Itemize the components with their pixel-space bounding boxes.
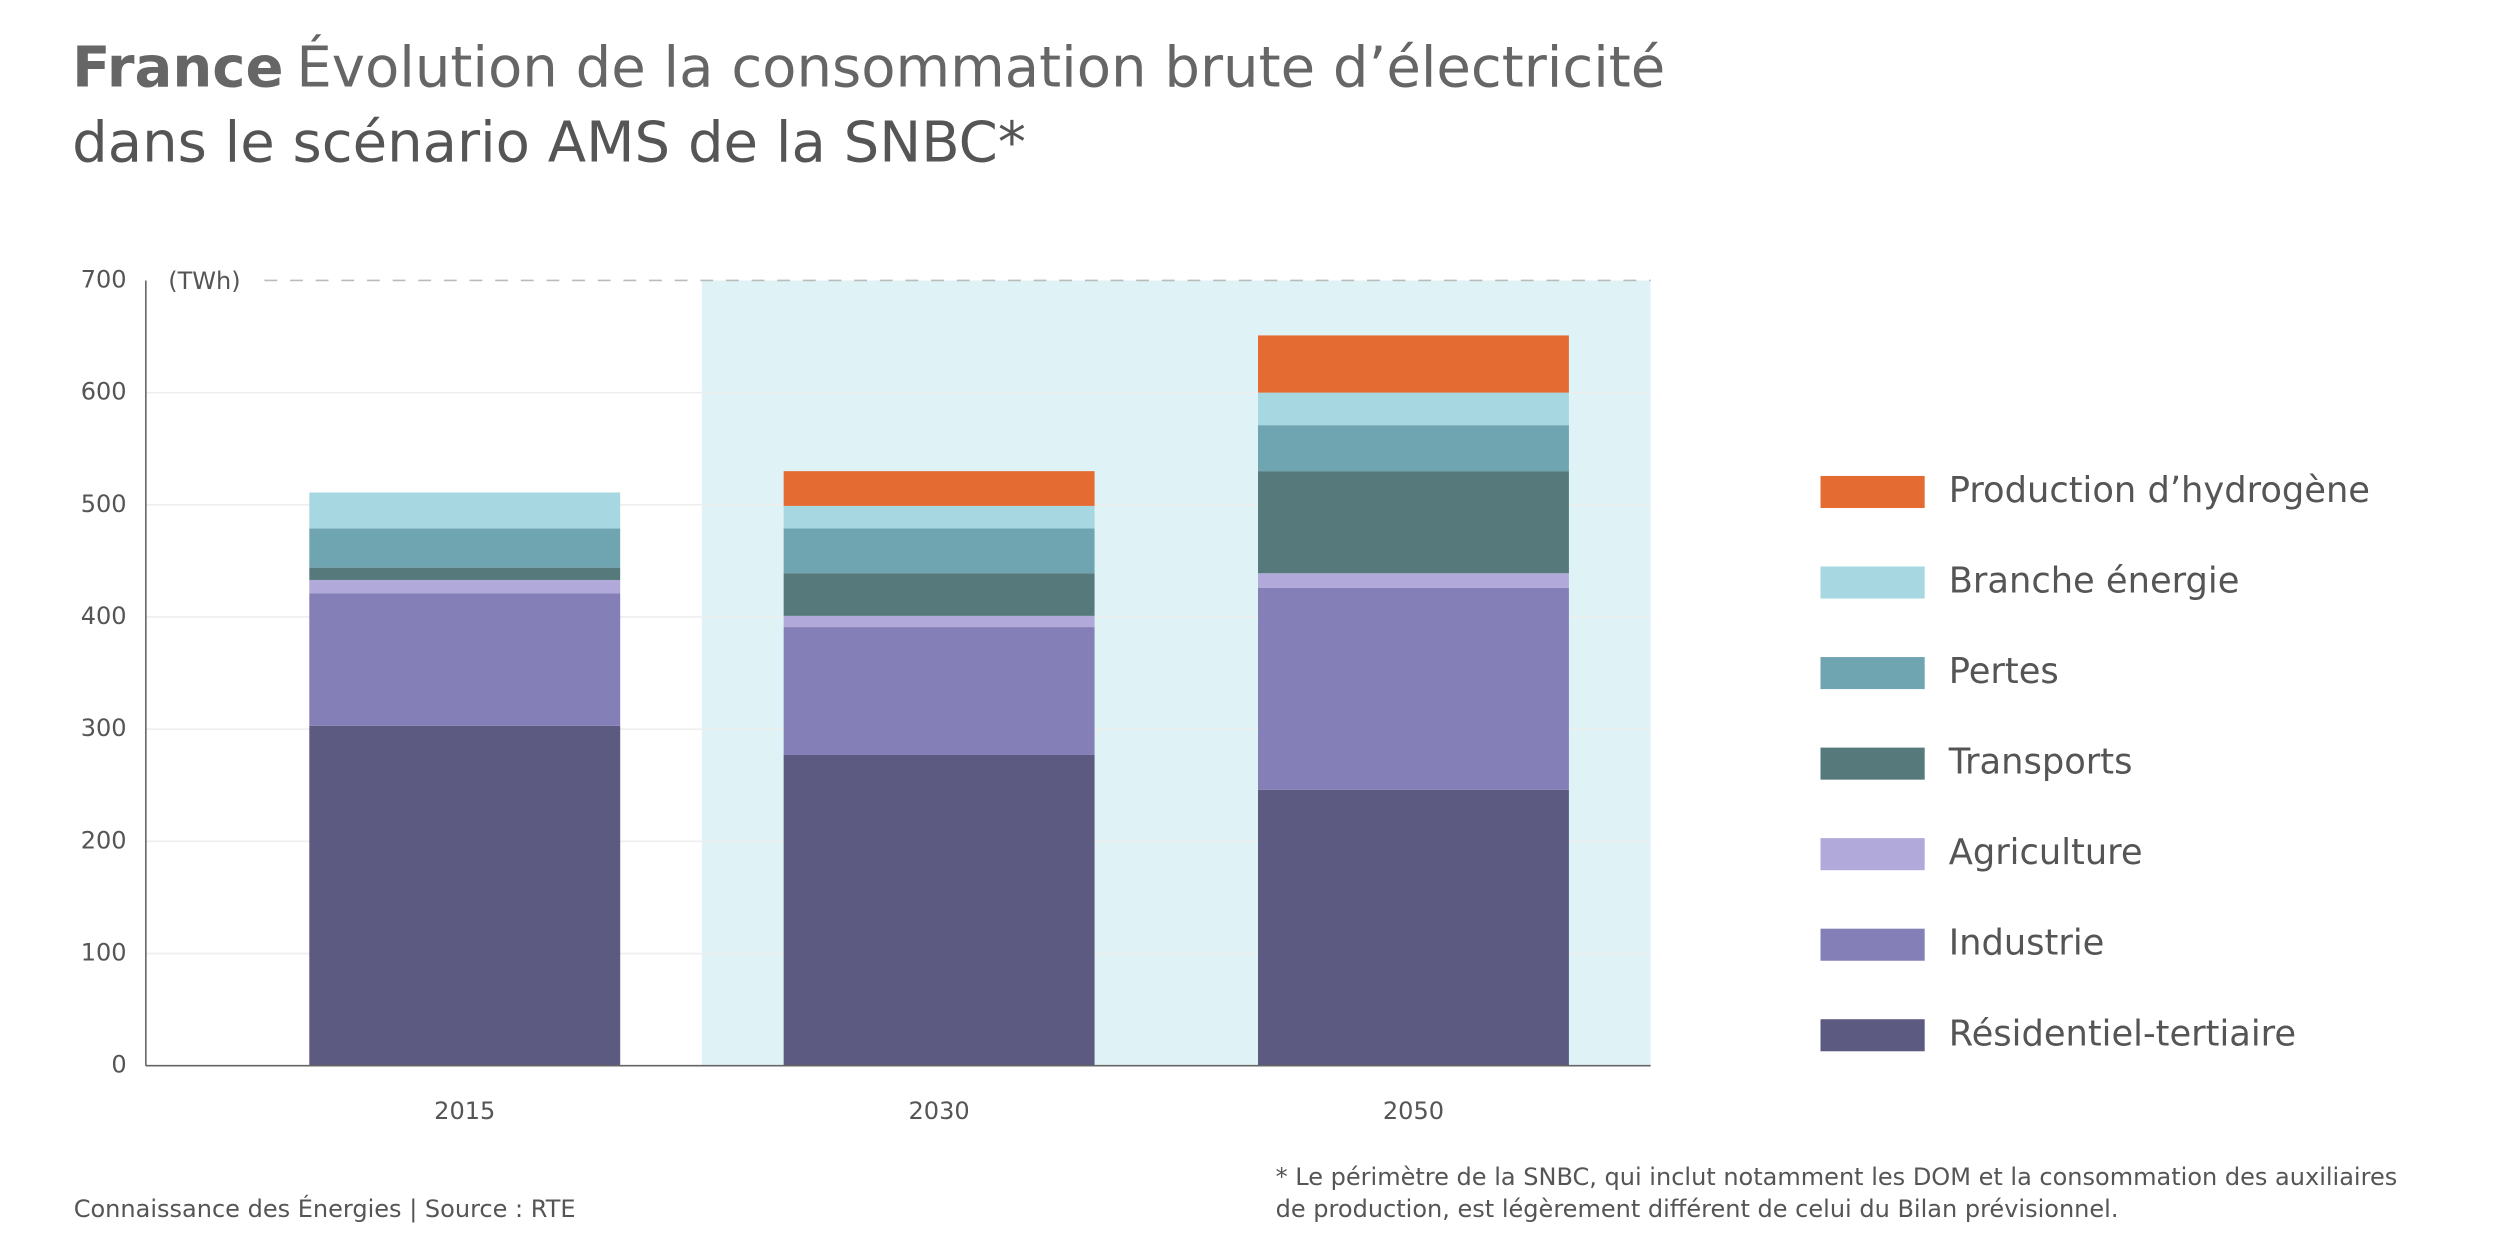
bar-segment bbox=[1258, 789, 1569, 1066]
bar-segment bbox=[1258, 587, 1569, 790]
y-tick-label: 300 bbox=[81, 714, 127, 742]
bar-segment bbox=[309, 593, 621, 726]
legend-swatch bbox=[1820, 928, 1925, 961]
bar-segment bbox=[309, 579, 621, 594]
footnote: de production, est légèrement différent … bbox=[1276, 1195, 2119, 1223]
footnote: * Le périmètre de la SNBC, qui inclut no… bbox=[1276, 1163, 2398, 1191]
bar-segment bbox=[309, 492, 621, 529]
y-tick-label: 100 bbox=[81, 939, 127, 967]
bar-segment bbox=[309, 528, 621, 568]
bar-segment bbox=[783, 573, 1095, 616]
bar-segment bbox=[783, 528, 1095, 574]
bar-segment bbox=[783, 615, 1095, 628]
y-tick-label: 700 bbox=[81, 265, 127, 293]
bar-segment bbox=[783, 471, 1095, 506]
legend-swatch bbox=[1820, 838, 1925, 871]
legend-label: Transports bbox=[1948, 742, 2133, 783]
bar-segment bbox=[1258, 425, 1569, 472]
bar-segment bbox=[1258, 573, 1569, 588]
x-tick-label: 2030 bbox=[909, 1097, 970, 1125]
title-line: Évolution de la consommation brute d’éle… bbox=[296, 32, 1665, 100]
x-tick-label: 2050 bbox=[1383, 1097, 1444, 1125]
bar-segment bbox=[783, 627, 1095, 755]
source: Connaissance des Énergies | Source : RTE bbox=[74, 1194, 576, 1223]
bar-segment bbox=[309, 567, 621, 580]
legend-label: Agriculture bbox=[1949, 832, 2143, 873]
bar-segment bbox=[1258, 335, 1569, 393]
legend-swatch bbox=[1820, 566, 1925, 599]
x-tick-label: 2015 bbox=[434, 1097, 495, 1125]
bar-segment bbox=[1258, 392, 1569, 426]
y-unit: (TWh) bbox=[168, 267, 240, 295]
y-tick-label: 200 bbox=[81, 826, 127, 854]
bar-segment bbox=[783, 754, 1095, 1066]
chart-title: France Évolution de la consommation brute… bbox=[72, 32, 1665, 100]
legend-label: Production d’hydrogène bbox=[1949, 470, 2370, 511]
bar-segment bbox=[783, 505, 1095, 529]
legend-label: Résidentiel-tertiaire bbox=[1949, 1013, 2296, 1054]
y-tick-label: 0 bbox=[111, 1051, 126, 1079]
y-tick-label: 500 bbox=[81, 490, 127, 518]
legend-label: Branche énergie bbox=[1949, 561, 2240, 602]
y-tick-label: 400 bbox=[81, 602, 127, 630]
legend-swatch bbox=[1820, 475, 1925, 509]
bar-segment bbox=[309, 725, 621, 1066]
bar-segment bbox=[1258, 471, 1569, 574]
legend-swatch bbox=[1820, 747, 1925, 780]
legend-swatch bbox=[1820, 1019, 1925, 1052]
y-tick-label: 600 bbox=[81, 378, 127, 406]
title-prefix: France bbox=[72, 35, 283, 100]
title-line: dans le scénario AMS de la SNBC* bbox=[72, 110, 1026, 175]
legend-swatch bbox=[1820, 657, 1925, 690]
legend-label: Industrie bbox=[1949, 923, 2105, 964]
legend-label: Pertes bbox=[1949, 651, 2059, 692]
